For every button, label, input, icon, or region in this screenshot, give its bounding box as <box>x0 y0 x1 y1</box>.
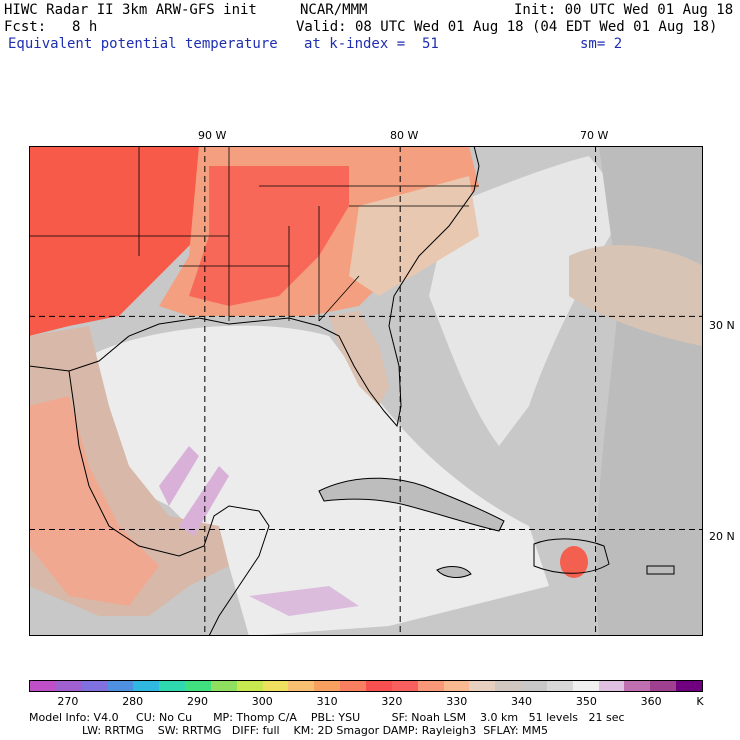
model-info-line-1: Model Info: V4.0 CU: No Cu MP: Thomp C/A… <box>29 711 625 724</box>
colorbar-segment <box>495 681 522 691</box>
valid-time: Valid: 08 UTC Wed 01 Aug 18 (04 EDT Wed … <box>296 19 718 35</box>
lon-label-90w: 90 W <box>198 129 227 142</box>
model-info-line-2: LW: RRTMG SW: RRTMG DIFF: full KM: 2D Sm… <box>82 724 548 737</box>
puerto-rico-outline <box>646 565 675 575</box>
colorbar-segment <box>624 681 651 691</box>
mexico-coastline <box>68 370 270 636</box>
colorbar-segment <box>650 681 677 691</box>
lat-label-20n: 20 N <box>709 530 735 543</box>
colorbar-segment <box>159 681 186 691</box>
smoothing-label: sm= 2 <box>580 36 623 52</box>
colorbar-segment <box>676 681 702 691</box>
lon-label-80w: 80 W <box>390 129 419 142</box>
colorbar-tick-label: 280 <box>122 695 144 708</box>
colorbar-segment <box>107 681 134 691</box>
forecast-label: Fcst: <box>4 19 47 35</box>
colorbar-tick-label: 360 <box>640 695 662 708</box>
colorbar-tick-label: 310 <box>316 695 338 708</box>
east-atlantic-darker <box>596 146 703 636</box>
field-name: Equivalent potential temperature <box>8 36 278 52</box>
lat-lon-grid <box>29 146 703 636</box>
colorbar-segment <box>572 681 599 691</box>
colorbar-segment <box>236 681 263 691</box>
colorbar-segment <box>365 681 392 691</box>
purple-streak-1 <box>159 446 199 506</box>
atlantic-light-band <box>429 156 629 446</box>
colorbar-tick-label: 340 <box>511 695 533 708</box>
org-label: NCAR/MMM <box>300 2 368 18</box>
colorbar-segment <box>314 681 341 691</box>
init-time: Init: 00 UTC Wed 01 Aug 18 <box>514 2 734 18</box>
purple-streak-2 <box>179 466 229 536</box>
colorbar-segment <box>340 681 366 691</box>
colorbar-segment <box>417 681 444 691</box>
map-frame <box>29 146 703 636</box>
gulf-coastline <box>29 146 480 428</box>
model-title: HIWC Radar II 3km ARW-GFS init <box>4 2 257 18</box>
forecast-hour: 8 h <box>72 19 98 35</box>
colorbar-segment <box>546 681 573 691</box>
colorbar-segment <box>55 681 82 691</box>
cuba-outline <box>318 477 505 532</box>
hispaniola-outline <box>533 538 610 574</box>
atlantic-beige-patch <box>569 245 703 346</box>
colorbar-segment <box>288 681 315 691</box>
colorbar-tick-label: 320 <box>381 695 403 708</box>
state-borders <box>29 146 479 322</box>
colorbar-unit: K <box>696 695 704 708</box>
colorbar-segment <box>262 681 289 691</box>
colorbar-segment <box>598 681 625 691</box>
colorbar-segment <box>81 681 108 691</box>
lon-label-70w: 70 W <box>580 129 609 142</box>
colorbar-segment <box>391 681 418 691</box>
colorbar-segment <box>185 681 211 691</box>
gulf-light-area <box>89 325 549 636</box>
level-label: at k-index = 51 <box>304 36 439 52</box>
colorbar-segment <box>469 681 496 691</box>
colorbar-tick-label: 270 <box>57 695 79 708</box>
colorbar-segment <box>30 681 56 691</box>
colorbar <box>29 680 703 692</box>
hispaniola-hot-spot <box>560 546 588 578</box>
colorbar-segment <box>443 681 470 691</box>
florida-warm <box>329 311 389 406</box>
purple-streak-3 <box>249 586 359 616</box>
colorbar-tick-label: 300 <box>251 695 273 708</box>
colorbar-tick-label: 290 <box>187 695 208 708</box>
jamaica-outline <box>436 566 472 578</box>
colorbar-tick-label: 330 <box>446 695 468 708</box>
lat-label-30n: 30 N <box>709 319 735 332</box>
theta-e-map <box>29 146 703 636</box>
colorbar-segment <box>133 681 160 691</box>
colorbar-segment <box>210 681 237 691</box>
colorbar-segment <box>521 681 547 691</box>
mexico-coastal-warm <box>29 396 159 606</box>
colorbar-tick-label: 350 <box>575 695 597 708</box>
